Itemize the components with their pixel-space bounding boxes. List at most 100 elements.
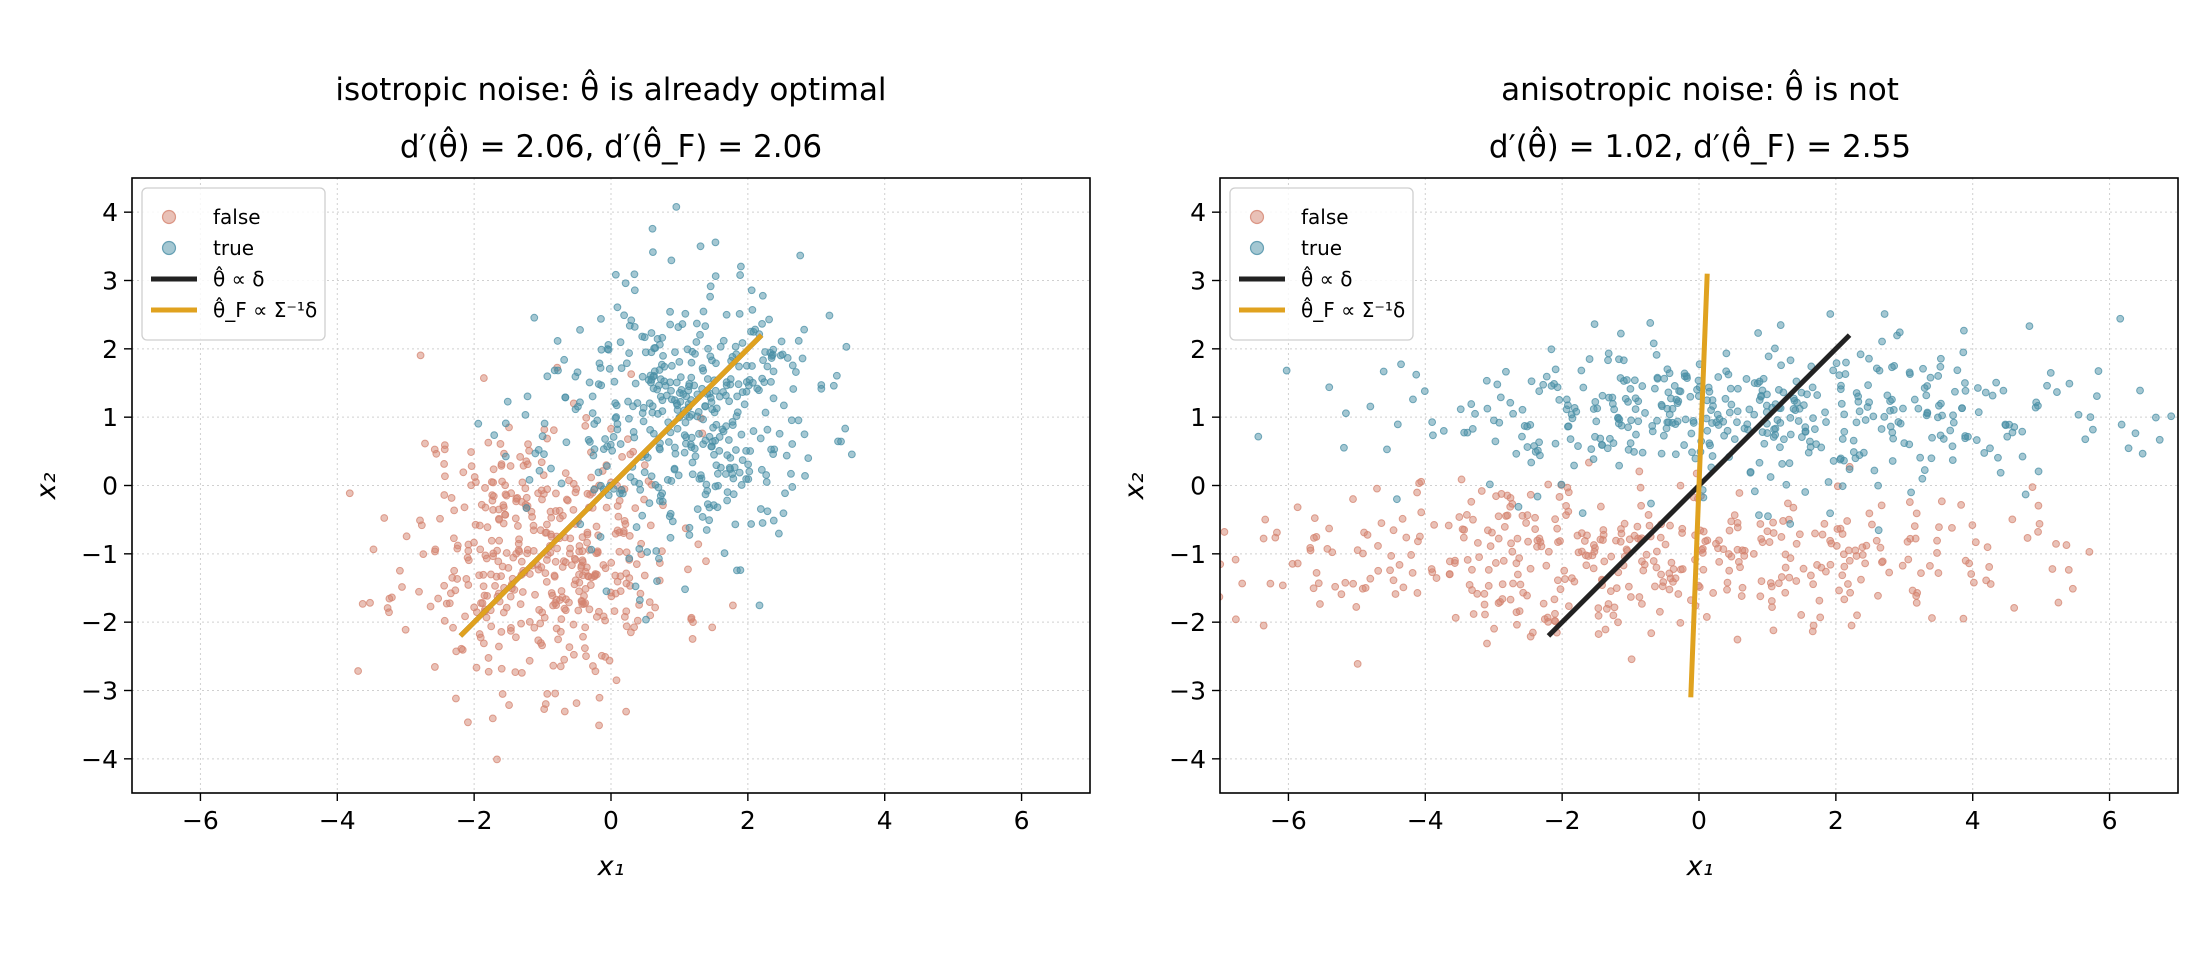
y-tick-label: −3 bbox=[1169, 677, 1206, 706]
point-false bbox=[476, 545, 485, 554]
point-true bbox=[673, 401, 682, 410]
point-true bbox=[1631, 394, 1640, 403]
point-true bbox=[1502, 367, 1510, 376]
point-false bbox=[1599, 526, 1608, 534]
point-true bbox=[769, 394, 778, 403]
point-true bbox=[716, 342, 725, 351]
point-false bbox=[558, 593, 567, 602]
point-false bbox=[451, 586, 460, 595]
point-true bbox=[1686, 392, 1695, 401]
point-true bbox=[1491, 437, 1500, 446]
point-true bbox=[1550, 380, 1558, 388]
point-false bbox=[457, 644, 466, 653]
point-false bbox=[525, 656, 534, 665]
point-false bbox=[565, 643, 574, 652]
panel-isotropic: isotropic noise: θ̂ is already optimal d… bbox=[31, 69, 1091, 882]
point-true bbox=[753, 384, 762, 393]
point-false bbox=[440, 616, 449, 625]
point-true bbox=[1822, 418, 1830, 426]
point-true bbox=[1926, 373, 1935, 382]
point-true bbox=[638, 332, 647, 341]
point-true bbox=[2151, 413, 2160, 422]
point-true bbox=[794, 416, 803, 425]
point-true bbox=[1920, 466, 1929, 474]
point-true bbox=[705, 503, 714, 512]
point-false bbox=[487, 536, 496, 545]
point-true bbox=[789, 385, 798, 393]
point-false bbox=[1835, 586, 1843, 595]
point-false bbox=[1626, 593, 1635, 601]
point-true bbox=[733, 408, 742, 417]
point-true bbox=[1647, 499, 1655, 508]
point-false bbox=[1544, 480, 1553, 489]
point-true bbox=[687, 410, 696, 419]
point-false bbox=[531, 590, 539, 599]
x-tick-label: 0 bbox=[603, 806, 619, 835]
y-tick-label: −1 bbox=[81, 540, 118, 569]
point-false bbox=[440, 460, 449, 468]
point-true bbox=[1907, 488, 1915, 497]
point-false bbox=[1574, 548, 1583, 557]
point-false bbox=[1602, 604, 1611, 613]
point-false bbox=[1874, 591, 1882, 600]
point-false bbox=[517, 668, 526, 677]
point-true bbox=[703, 375, 712, 383]
point-false bbox=[1584, 552, 1593, 560]
point-true bbox=[1934, 372, 1943, 380]
point-true bbox=[1428, 418, 1437, 427]
point-true bbox=[777, 337, 786, 346]
point-true bbox=[1604, 349, 1613, 358]
point-true bbox=[1682, 372, 1691, 381]
point-true bbox=[1746, 468, 1755, 476]
point-false bbox=[1577, 529, 1586, 537]
point-true bbox=[647, 472, 656, 481]
point-false bbox=[507, 489, 516, 498]
point-false bbox=[1737, 592, 1746, 600]
point-true bbox=[1555, 396, 1564, 404]
point-false bbox=[542, 577, 551, 586]
point-true bbox=[688, 470, 697, 479]
point-false bbox=[1484, 565, 1493, 574]
point-true bbox=[1456, 405, 1465, 414]
point-true bbox=[760, 378, 769, 387]
point-true bbox=[535, 466, 544, 475]
legend: false true θ̂ ∝ δ θ̂_F ∝ Σ⁻¹δ bbox=[141, 187, 326, 341]
point-true bbox=[671, 348, 679, 357]
axis-ticks: −6 −4 −2 0 2 4 6 −4 −3 −2 −1 0 1 2 3 4 bbox=[81, 198, 1029, 835]
point-true bbox=[1420, 387, 1429, 396]
point-false bbox=[580, 592, 588, 600]
point-false bbox=[1904, 555, 1913, 564]
point-false bbox=[1846, 588, 1855, 597]
point-true bbox=[1919, 364, 1927, 373]
y-tick-label: 4 bbox=[1190, 198, 1206, 227]
point-true bbox=[817, 381, 826, 389]
point-true bbox=[715, 446, 724, 455]
chart-title-line2: d′(θ̂) = 2.06, d′(θ̂_F) = 2.06 bbox=[400, 126, 822, 165]
point-false bbox=[1509, 579, 1517, 588]
point-false bbox=[1451, 613, 1460, 622]
point-true bbox=[730, 463, 739, 472]
point-true bbox=[1638, 448, 1647, 457]
point-true bbox=[1905, 368, 1914, 377]
point-false bbox=[1815, 596, 1824, 605]
point-true bbox=[1535, 438, 1543, 447]
point-false bbox=[553, 544, 561, 553]
point-false bbox=[575, 570, 583, 579]
point-true bbox=[1949, 418, 1958, 427]
point-true bbox=[1877, 425, 1886, 433]
point-false bbox=[467, 448, 475, 456]
point-true bbox=[642, 615, 650, 624]
point-true bbox=[590, 485, 598, 494]
point-false bbox=[2085, 547, 2094, 556]
point-false bbox=[1847, 621, 1856, 630]
point-true bbox=[571, 372, 580, 381]
point-true bbox=[585, 378, 594, 387]
point-true bbox=[596, 481, 605, 490]
point-true bbox=[633, 399, 642, 407]
legend-label-false: false bbox=[1301, 205, 1349, 229]
point-false bbox=[1638, 599, 1646, 608]
point-false bbox=[1797, 611, 1806, 619]
point-false bbox=[460, 503, 469, 512]
point-true bbox=[744, 475, 753, 484]
point-true bbox=[1496, 393, 1505, 402]
